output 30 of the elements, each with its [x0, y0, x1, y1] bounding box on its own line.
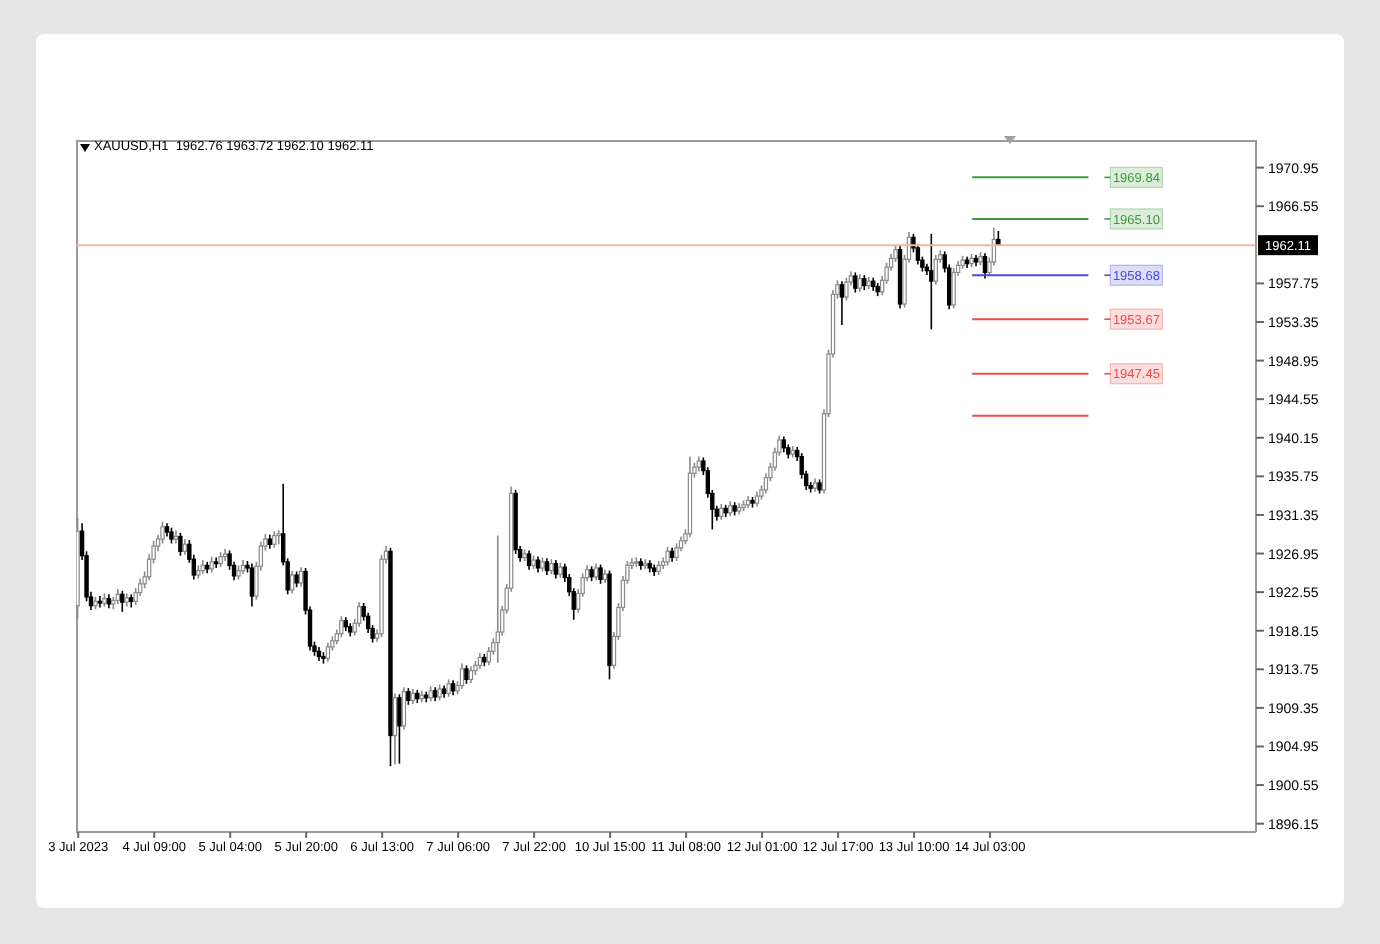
- candlestick: [526, 549, 532, 571]
- candlestick: [178, 532, 183, 557]
- candlestick: [397, 693, 402, 765]
- candlestick: [553, 559, 559, 580]
- candlestick: [392, 692, 398, 766]
- candlestick: [839, 280, 845, 326]
- candlestick: [160, 520, 165, 545]
- candlestick: [356, 601, 362, 628]
- candlestick: [933, 254, 938, 286]
- candlestick: [598, 563, 603, 585]
- candlestick: [495, 534, 500, 664]
- candlestick: [464, 664, 469, 685]
- candlestick: [486, 646, 492, 667]
- candlestick: [289, 569, 295, 595]
- candlestick: [459, 662, 465, 690]
- candlestick: [325, 641, 331, 663]
- candlestick: [213, 556, 219, 569]
- candlestick: [276, 529, 281, 546]
- candlestick: [665, 546, 670, 567]
- candlestick: [844, 276, 849, 302]
- candlestick: [929, 233, 934, 331]
- candlestick: [339, 615, 344, 639]
- candlestick: [249, 562, 255, 608]
- candlestick: [853, 271, 858, 294]
- candlestick: [982, 252, 988, 280]
- candlestick: [120, 590, 125, 613]
- candlestick: [951, 267, 956, 310]
- candlestick: [401, 686, 407, 731]
- candlestick: [298, 566, 304, 588]
- candlestick: [643, 558, 648, 570]
